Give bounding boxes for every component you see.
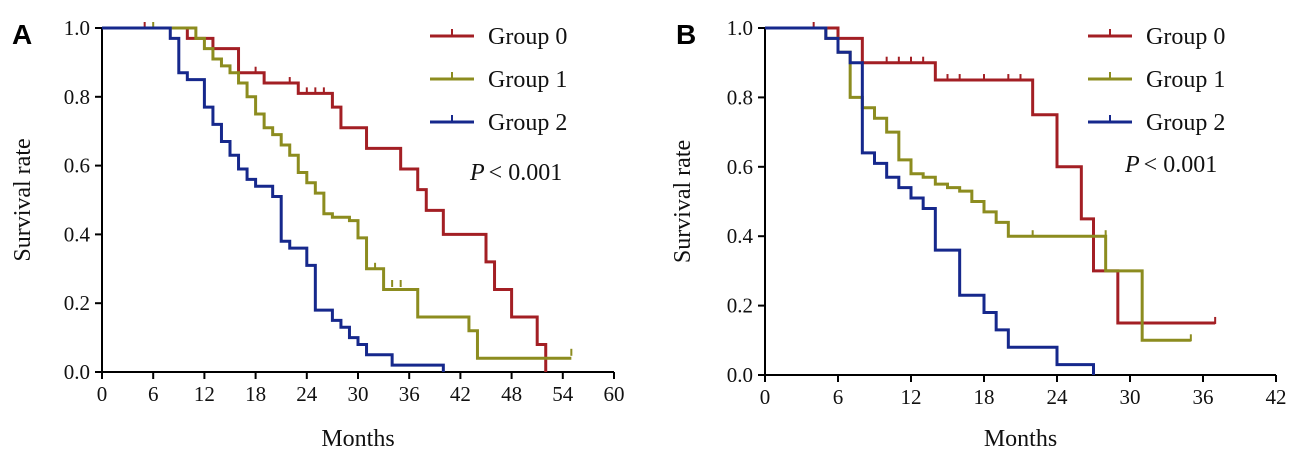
x-tick-label: 60 [604, 382, 625, 406]
y-axis-title: Survival rate [10, 138, 36, 261]
y-tick-label: 0.4 [64, 222, 91, 246]
series-line-group-1 [102, 26, 572, 360]
x-tick-label: 42 [450, 382, 471, 406]
legend-label-group-2: Group 2 [1146, 110, 1225, 136]
x-tick-label: 30 [348, 382, 369, 406]
legend-label-group-1: Group 1 [488, 67, 567, 93]
y-tick-label: 0.8 [64, 85, 90, 109]
x-tick-label: 54 [552, 382, 574, 406]
x-tick-label: 6 [833, 385, 844, 409]
legend-label-group-1: Group 1 [1146, 67, 1225, 93]
y-tick-label: 0.6 [64, 154, 90, 178]
y-tick-label: 1.0 [64, 16, 90, 40]
legend-label-group-2: Group 2 [488, 110, 567, 136]
x-axis-title: Months [321, 426, 394, 452]
y-tick-label: 0.6 [727, 155, 753, 179]
y-tick-label: 0.2 [64, 291, 90, 315]
y-tick-label: 0.0 [727, 363, 753, 387]
panel-b: B 0.0 0.2 0.4 0.6 0.8 1.0 0 6 12 18 24 30 36 42 Months S… [670, 16, 1287, 452]
p-value-text: < 0.001 [1144, 152, 1218, 178]
x-tick-label: 18 [974, 385, 995, 409]
y-tick-label: 1.0 [727, 16, 753, 40]
y-tick-label: 0.2 [727, 294, 753, 318]
series-line-group-2 [102, 26, 445, 372]
y-tick-label: 0.8 [727, 85, 753, 109]
x-tick-label: 12 [901, 385, 922, 409]
x-tick-label: 18 [245, 382, 266, 406]
x-tick-label: 36 [399, 382, 420, 406]
x-tick-label: 30 [1120, 385, 1141, 409]
x-tick-label: 24 [296, 382, 318, 406]
x-tick-label: 12 [194, 382, 215, 406]
p-value-symbol: P [469, 160, 485, 186]
series-line-group-0 [102, 26, 548, 372]
x-tick-label: 0 [97, 382, 108, 406]
y-tick-label: 0.4 [727, 224, 754, 248]
panel-label: B [676, 19, 696, 50]
x-tick-label: 48 [501, 382, 522, 406]
x-axis-title: Months [984, 426, 1057, 452]
panel-label: A [12, 19, 32, 50]
panel-a: A 0.0 0.2 0.4 0.6 0.8 1.0 0 6 12 18 24 30 36 42 48 54 60 M… [10, 16, 625, 452]
series-line-group-1 [765, 26, 1191, 342]
legend-label-group-0: Group 0 [488, 24, 567, 50]
legend-label-group-0: Group 0 [1146, 24, 1225, 50]
x-tick-label: 42 [1266, 385, 1287, 409]
series-line-group-0 [765, 26, 1216, 325]
p-value-text: < 0.001 [489, 160, 563, 186]
series-line-group-2 [765, 26, 1095, 375]
y-tick-label: 0.0 [64, 360, 90, 384]
p-value-symbol: P [1124, 152, 1140, 178]
x-tick-label: 6 [148, 382, 159, 406]
x-tick-label: 0 [760, 385, 771, 409]
p-value-annotation: P < 0.001 [469, 160, 562, 186]
x-tick-label: 24 [1047, 385, 1069, 409]
x-tick-label: 36 [1193, 385, 1214, 409]
y-axis-title: Survival rate [670, 140, 696, 263]
p-value-annotation: P < 0.001 [1124, 152, 1217, 178]
